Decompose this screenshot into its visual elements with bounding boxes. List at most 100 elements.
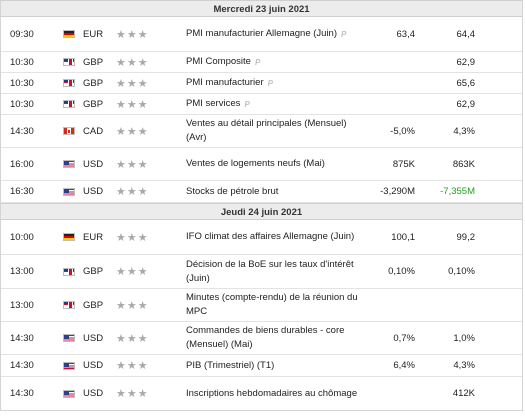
event-label: Ventes de logements neufs (Mai) (186, 158, 325, 169)
star-icon: ★ (116, 332, 126, 345)
star-icon: ★ (137, 231, 148, 244)
currency: CAD (83, 125, 104, 137)
event-row[interactable]: 13:00 GBP ★ ★ ★ Minutes (compte-rendu) de la … (1, 289, 522, 322)
currency: USD (83, 186, 104, 197)
event-name[interactable]: PMI services P (186, 97, 371, 112)
event-time: 14:30 (10, 360, 34, 371)
star-icon: ★ (137, 56, 148, 69)
star-icon: ★ (137, 158, 148, 171)
event-row[interactable]: 14:30 USD ★ ★ ★ Commandes de biens durables -… (1, 322, 522, 355)
event-name[interactable]: PMI Composite P (186, 55, 371, 70)
star-icon: ★ (116, 388, 126, 400)
flag-usa-icon (63, 361, 75, 370)
event-label: PMI manufacturier Allemagne (Juin) (186, 27, 338, 39)
event-label: PMI services (186, 97, 241, 109)
event-name[interactable]: Décision de la BoE sur les taux d'intérê… (186, 258, 371, 286)
flag-usa-icon (63, 389, 75, 398)
star-icon: ★ (116, 125, 126, 138)
flag-usa-icon (63, 187, 75, 196)
event-name[interactable]: Inscriptions hebdomadaires au chômage (186, 387, 371, 401)
star-icon: ★ (126, 266, 137, 278)
event-name[interactable]: Stocks de pétrole brut (186, 185, 371, 199)
event-row[interactable]: 13:00 GBP ★ ★ ★ Décision de la BoE sur les ta… (1, 255, 522, 289)
event-name[interactable]: Ventes au détail principales (Mensuel) (… (186, 117, 371, 145)
preliminary-icon: P (244, 99, 250, 109)
star-icon: ★ (116, 28, 126, 41)
star-icon: ★ (126, 186, 137, 198)
forecast-value: 412K (452, 388, 475, 399)
event-time: 16:00 (10, 158, 34, 170)
star-icon: ★ (137, 266, 148, 278)
currency: GBP (83, 98, 104, 110)
star-icon: ★ (126, 98, 137, 111)
star-icon: ★ (116, 98, 126, 111)
star-icon: ★ (137, 388, 148, 400)
event-time: 10:30 (10, 77, 34, 89)
flag-usa-icon (63, 334, 75, 342)
event-time: 10:30 (10, 98, 34, 110)
event-row[interactable]: 14:30 USD ★ ★ ★ Inscriptions hebdomadaires au… (1, 377, 522, 410)
event-time: 10:30 (10, 56, 34, 68)
importance-stars: ★ ★ ★ (116, 359, 186, 372)
event-row[interactable]: 14:30 USD ★ ★ ★ PIB (Trimestriel) (T1) 6,4% 4,3… (1, 355, 522, 377)
event-name[interactable]: PMI manufacturier P (186, 76, 371, 91)
preliminary-icon: P (267, 78, 273, 88)
importance-stars: ★ ★ ★ (116, 387, 186, 400)
event-name[interactable]: PMI manufacturier Allemagne (Juin) P (186, 27, 371, 42)
preliminary-icon: P (254, 57, 261, 67)
star-icon: ★ (126, 299, 137, 312)
event-time: 13:00 (10, 299, 34, 311)
star-icon: ★ (137, 28, 148, 41)
event-time: 10:00 (10, 231, 34, 243)
event-row[interactable]: 09:30 EUR ★ ★ ★ PMI manufacturier Allemagne (… (1, 17, 522, 52)
event-name[interactable]: PIB (Trimestriel) (T1) (186, 359, 371, 373)
actual-value: 0,10% (388, 266, 415, 277)
forecast-value: 0,10% (448, 266, 475, 277)
currency: EUR (83, 231, 104, 243)
event-label: IFO climat des affaires Allemagne (Juin) (186, 231, 355, 242)
star-icon: ★ (126, 56, 137, 69)
event-time: 14:30 (10, 332, 34, 344)
event-name[interactable]: IFO climat des affaires Allemagne (Juin) (186, 230, 371, 244)
event-row[interactable]: 10:00 EUR ★ ★ ★ IFO climat des affaires Allem… (1, 220, 522, 255)
importance-stars: ★ ★ ★ (116, 299, 186, 312)
actual-value: 6,4% (393, 360, 415, 371)
event-row[interactable]: 16:00 USD ★ ★ ★ Ventes de logements neufs (Ma… (1, 148, 522, 181)
actual-value: -3,290M (380, 186, 415, 197)
flag-uk-icon (63, 301, 75, 309)
flag-uk-icon (63, 267, 75, 276)
star-icon: ★ (137, 125, 148, 138)
currency: GBP (83, 77, 104, 89)
actual-value: 875K (392, 158, 415, 170)
flag-germany-icon (63, 233, 75, 241)
event-row[interactable]: 10:30 GBP ★ ★ ★ PMI manufacturier P 65,6 (1, 73, 522, 94)
event-label: Décision de la BoE sur les taux d'intérê… (186, 258, 354, 284)
event-label: PIB (Trimestriel) (T1) (186, 359, 275, 371)
event-label: Minutes (compte-rendu) de la réunion du … (186, 292, 358, 317)
importance-stars: ★ ★ ★ (116, 265, 186, 278)
event-time: 16:30 (10, 186, 34, 197)
event-name[interactable]: Ventes de logements neufs (Mai) (186, 157, 371, 171)
star-icon: ★ (126, 158, 137, 171)
event-time: 14:30 (10, 388, 34, 399)
event-label: Inscriptions hebdomadaires au chômage (186, 387, 358, 399)
flag-uk-icon (63, 79, 75, 87)
event-label: PMI Composite (186, 55, 251, 67)
event-row[interactable]: 10:30 GBP ★ ★ ★ PMI services P 62,9 (1, 94, 522, 115)
importance-stars: ★ ★ ★ (116, 231, 186, 244)
event-row[interactable]: 14:30 CAD ★ ★ ★ Ventes au détail principales … (1, 115, 522, 148)
event-label: Stocks de pétrole brut (186, 185, 279, 197)
star-icon: ★ (126, 388, 137, 400)
currency: USD (83, 360, 104, 371)
event-label: Ventes au détail principales (Mensuel) (… (186, 118, 347, 143)
actual-value: 0,7% (393, 332, 415, 344)
event-time: 14:30 (10, 125, 34, 137)
event-row[interactable]: 10:30 GBP ★ ★ ★ PMI Composite P 62,9 (1, 52, 522, 73)
event-label: Commandes de biens durables - core (Mens… (186, 325, 345, 350)
event-row[interactable]: 16:30 USD ★ ★ ★ Stocks de pétrole brut -3,290M… (1, 181, 522, 203)
star-icon: ★ (116, 360, 126, 372)
event-name[interactable]: Minutes (compte-rendu) de la réunion du … (186, 291, 371, 319)
event-name[interactable]: Commandes de biens durables - core (Mens… (186, 324, 371, 352)
flag-germany-icon (63, 30, 75, 38)
forecast-value: 62,9 (456, 56, 476, 68)
